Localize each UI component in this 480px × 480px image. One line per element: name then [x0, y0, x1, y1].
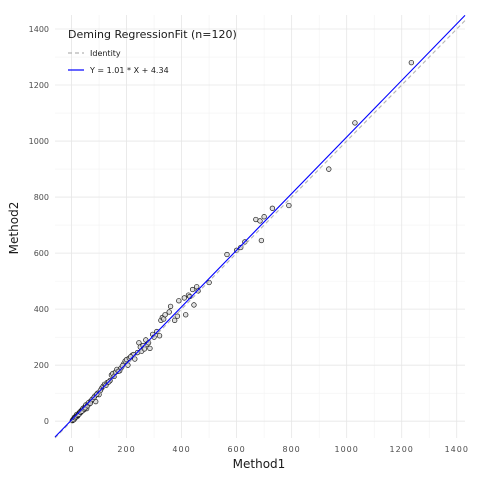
y-tick-label: 400	[34, 305, 49, 314]
x-tick-label: 400	[172, 445, 190, 454]
x-tick-label: 600	[227, 445, 245, 454]
legend-identity-label: Identity	[90, 49, 121, 58]
data-point	[189, 286, 196, 293]
x-tick-label: 1400	[445, 445, 469, 454]
legend-fit-label: Y = 1.01 * X + 4.34	[89, 66, 169, 75]
y-tick-label: 1200	[29, 81, 49, 90]
y-tick-label: 0	[44, 417, 49, 426]
data-point	[257, 218, 263, 224]
data-point	[352, 120, 358, 126]
y-tick-label: 800	[34, 193, 49, 202]
x-tick-label: 1000	[334, 445, 358, 454]
y-tick-label: 600	[34, 249, 49, 258]
data-point	[167, 303, 174, 309]
data-point	[181, 295, 187, 301]
data-point	[172, 317, 178, 323]
data-point	[261, 214, 267, 220]
data-point	[195, 288, 201, 294]
x-axis-title: Method1	[233, 457, 286, 471]
data-point	[174, 313, 181, 319]
legend: Deming RegressionFit (n=120) Identity Y …	[68, 28, 237, 75]
data-point	[326, 166, 332, 172]
x-tick-labels: 0 200 400 600 800 1000 1200 1400	[68, 445, 469, 454]
data-point	[224, 251, 230, 258]
data-point	[206, 279, 212, 286]
x-tick-label: 0	[68, 445, 74, 454]
data-point	[156, 333, 163, 339]
x-tick-label: 200	[117, 445, 135, 454]
y-tick-label: 1000	[29, 137, 49, 146]
data-point	[162, 312, 168, 318]
deming-fit-line	[54, 14, 466, 438]
data-point	[191, 302, 197, 308]
data-point	[125, 362, 131, 368]
regression-lines	[54, 14, 466, 439]
data-point	[286, 202, 292, 209]
data-point	[183, 312, 189, 318]
data-point	[408, 59, 414, 66]
y-tick-label: 200	[34, 361, 49, 370]
data-point	[176, 298, 182, 304]
y-tick-labels: 0 200 400 600 800 1000 1200 1400	[29, 25, 49, 426]
data-point	[166, 309, 172, 315]
y-axis-title: Method2	[7, 202, 21, 255]
data-point	[269, 205, 276, 211]
legend-title: Deming RegressionFit (n=120)	[68, 28, 237, 41]
data-point	[258, 237, 265, 244]
x-tick-label: 800	[283, 445, 301, 454]
x-tick-label: 1200	[390, 445, 414, 454]
data-point	[147, 345, 153, 352]
y-tick-label: 1400	[29, 25, 49, 34]
